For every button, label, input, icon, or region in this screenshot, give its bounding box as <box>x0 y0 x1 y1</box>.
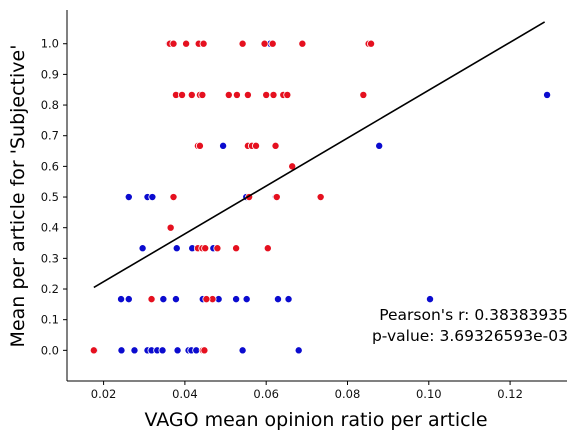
red-data-point <box>260 39 269 48</box>
red-data-point <box>200 346 209 355</box>
blue-data-point <box>171 295 180 304</box>
red-data-point <box>202 295 211 304</box>
red-data-point <box>195 141 204 150</box>
blue-data-point <box>219 141 228 150</box>
blue-data-point <box>232 295 241 304</box>
blue-data-point <box>242 295 251 304</box>
y-tick-label: 0.2 <box>41 282 59 296</box>
p-value-annotation: p-value: 3.69326593e-03 <box>372 327 568 345</box>
red-data-point <box>243 90 252 99</box>
blue-data-point <box>543 90 552 99</box>
x-axis-title: VAGO mean opinion ratio per article <box>144 409 487 431</box>
blue-data-point <box>117 346 126 355</box>
blue-data-point <box>426 295 435 304</box>
red-data-point <box>252 141 261 150</box>
y-tick-label: 0.9 <box>41 67 59 81</box>
x-tick-label: 0.10 <box>416 387 442 401</box>
red-data-point <box>283 90 292 99</box>
red-data-point <box>201 244 210 253</box>
red-data-point <box>169 39 178 48</box>
y-tick-label: 0.8 <box>41 98 59 112</box>
x-tick-label: 0.08 <box>335 387 361 401</box>
red-data-point <box>298 39 307 48</box>
y-tick-label: 0.5 <box>41 190 59 204</box>
red-data-point <box>213 244 222 253</box>
blue-data-point <box>375 141 384 150</box>
red-data-point <box>238 39 247 48</box>
x-axis-ticks: 0.02 0.04 0.06 0.08 0.10 0.12 <box>91 381 523 401</box>
red-data-point <box>187 90 196 99</box>
blue-data-point <box>238 346 247 355</box>
blue-data-point <box>124 295 133 304</box>
blue-data-point <box>158 346 167 355</box>
blue-data-point <box>172 244 181 253</box>
x-tick-label: 0.12 <box>497 387 523 401</box>
red-data-point <box>89 346 98 355</box>
y-tick-label: 0.4 <box>41 221 59 235</box>
red-data-point <box>367 39 376 48</box>
red-data-point <box>178 90 187 99</box>
blue-data-point <box>148 193 157 202</box>
red-data-point <box>272 193 281 202</box>
red-data-point <box>182 39 191 48</box>
y-tick-label: 0.1 <box>41 313 59 327</box>
regression-line <box>93 21 546 289</box>
red-data-point <box>199 39 208 48</box>
y-tick-label: 0.0 <box>41 343 59 357</box>
y-tick-label: 0.3 <box>41 251 59 265</box>
blue-data-point <box>284 295 293 304</box>
blue-data-point <box>124 193 133 202</box>
red-data-point <box>263 244 272 253</box>
red-data-point <box>147 295 156 304</box>
red-data-point <box>269 90 278 99</box>
y-axis-ticks: 0.0 0.1 0.2 0.3 0.4 0.5 0.6 0.7 0.8 0.9 1.0 <box>41 37 67 357</box>
blue-data-point <box>273 295 282 304</box>
red-data-point <box>232 244 241 253</box>
axes-frame <box>66 10 567 382</box>
red-data-point <box>268 39 277 48</box>
red-data-point <box>198 90 207 99</box>
x-tick-label: 0.04 <box>172 387 198 401</box>
pearson-annotation: Pearson's r: 0.38383935 <box>379 306 568 324</box>
red-data-point <box>271 141 280 150</box>
x-tick-label: 0.06 <box>253 387 279 401</box>
blue-data-point <box>173 346 182 355</box>
red-data-point <box>169 193 178 202</box>
red-data-point <box>166 223 175 232</box>
x-tick-label: 0.02 <box>91 387 117 401</box>
y-tick-label: 0.6 <box>41 159 59 173</box>
red-data-point <box>262 90 271 99</box>
red-data-point <box>232 90 241 99</box>
red-data-point <box>359 90 368 99</box>
blue-data-point <box>117 295 126 304</box>
y-tick-label: 0.7 <box>41 129 59 143</box>
red-data-point <box>316 193 325 202</box>
y-axis-title: Mean per article for 'Subjective' <box>7 45 29 348</box>
y-tick-label: 1.0 <box>41 37 59 51</box>
red-data-point <box>224 90 233 99</box>
blue-data-point <box>294 346 303 355</box>
blue-data-point <box>130 346 139 355</box>
blue-data-point <box>138 244 147 253</box>
blue-data-point <box>159 295 168 304</box>
data-points <box>89 39 552 355</box>
